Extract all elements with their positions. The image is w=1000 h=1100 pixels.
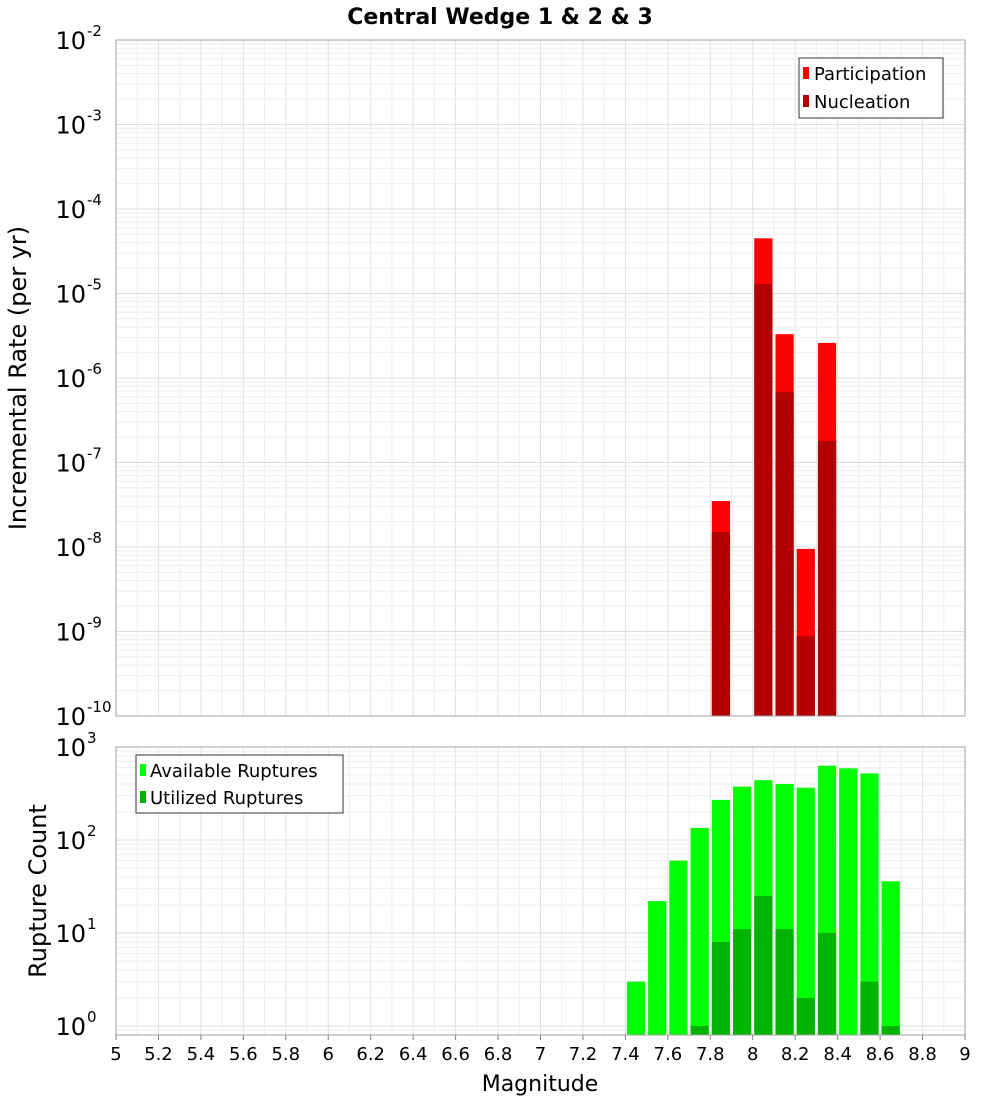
- x-tick-label: 8.8: [908, 1044, 937, 1065]
- top-y-tick-label: 10: [55, 27, 86, 55]
- top-y-tick-exponent: -9: [87, 614, 102, 632]
- bottom-bars: [626, 765, 900, 1035]
- x-tick-label: 5.8: [271, 1044, 300, 1065]
- top-legend: Participation Nucleation: [798, 57, 944, 119]
- top-y-tick-exponent: -3: [87, 107, 102, 125]
- top-legend-box: [798, 57, 944, 119]
- x-tick-label: 7.8: [696, 1044, 725, 1065]
- bottom-bar-utilized-ruptures: [860, 981, 879, 1035]
- x-tick-label: 6.6: [441, 1044, 470, 1065]
- x-tick-label: 7.4: [611, 1044, 640, 1065]
- bottom-y-tick-exponent: 0: [87, 1008, 97, 1026]
- top-y-tick-label: 10: [55, 365, 86, 393]
- top-gridlines: [115, 39, 966, 717]
- top-y-tick-label: 10: [55, 703, 86, 731]
- x-tick-label: 7.2: [569, 1044, 598, 1065]
- top-bars: [711, 238, 837, 717]
- bottom-y-tick-label: 10: [55, 827, 86, 855]
- legend-swatch-available: [140, 764, 146, 776]
- legend-label-participation: Participation: [814, 64, 926, 85]
- x-tick-label: 5.4: [187, 1044, 216, 1065]
- x-tick-label: 8.2: [781, 1044, 810, 1065]
- bottom-x-ticks: 5 5.2 5.4 5.6 5.8 6 6.2 6.4 6.6 6.8 7 7.2 7.4 7.6 7.8 8…: [110, 1035, 971, 1065]
- bottom-legend: Available Ruptures Utilized Ruptures: [135, 754, 344, 814]
- bottom-bar-utilized-ruptures: [796, 997, 815, 1035]
- bottom-y-tick-exponent: 3: [87, 729, 97, 747]
- top-y-tick-exponent: -7: [87, 445, 102, 463]
- bottom-bar-utilized-ruptures: [711, 942, 731, 1035]
- legend-label-available: Available Ruptures: [150, 761, 318, 782]
- bottom-bar-available-ruptures: [648, 901, 667, 1035]
- bottom-bar-available-ruptures: [860, 773, 879, 1035]
- legend-label-nucleation: Nucleation: [814, 92, 910, 113]
- top-bar-nucleation: [775, 392, 794, 716]
- top-y-tick-label: 10: [55, 534, 86, 562]
- top-y-tick-label: 10: [55, 196, 86, 224]
- bottom-bar-utilized-ruptures: [733, 929, 752, 1035]
- bottom-bar-available-ruptures: [839, 768, 858, 1035]
- bottom-bar-utilized-ruptures: [881, 1025, 900, 1035]
- x-tick-label: 7.6: [654, 1044, 683, 1065]
- x-tick-label: 9: [959, 1044, 970, 1065]
- bottom-y-tick-label: 10: [55, 920, 86, 948]
- top-y-tick-exponent: -10: [87, 698, 112, 716]
- legend-swatch-nucleation: [803, 95, 809, 107]
- x-tick-label: 6.2: [356, 1044, 385, 1065]
- x-tick-label: 8.6: [866, 1044, 895, 1065]
- top-y-tick-label: 10: [55, 450, 86, 478]
- bottom-y-tick-exponent: 2: [87, 822, 97, 840]
- bottom-bar-available-ruptures: [881, 881, 900, 1035]
- bottom-legend-box: [135, 754, 344, 814]
- x-tick-label: 7: [535, 1044, 546, 1065]
- legend-swatch-participation: [803, 67, 809, 79]
- top-y-tick-exponent: -6: [87, 360, 102, 378]
- x-tick-label: 6.8: [484, 1044, 513, 1065]
- legend-swatch-utilized: [140, 791, 146, 803]
- top-y-tick-exponent: -8: [87, 529, 102, 547]
- top-bar-nucleation: [796, 636, 815, 716]
- bottom-bar-utilized-ruptures: [817, 932, 837, 1035]
- bottom-y-tick-label: 10: [55, 734, 86, 762]
- chart-title: Central Wedge 1 & 2 & 3: [347, 5, 653, 30]
- top-y-tick-exponent: -5: [87, 276, 102, 294]
- top-y-axis-label: Incremental Rate (per yr): [4, 226, 32, 530]
- bottom-bar-available-ruptures: [626, 981, 646, 1035]
- bottom-y-tick-label: 10: [55, 1013, 86, 1041]
- x-tick-label: 8.4: [823, 1044, 852, 1065]
- x-axis-label: Magnitude: [482, 1072, 599, 1097]
- bottom-bar-available-ruptures: [796, 787, 815, 1035]
- top-bar-nucleation: [711, 532, 731, 716]
- top-y-tick-label: 10: [55, 619, 86, 647]
- top-y-tick-label: 10: [55, 112, 86, 140]
- bottom-bar-utilized-ruptures: [690, 1025, 709, 1035]
- bottom-y-tick-exponent: 1: [87, 915, 97, 933]
- legend-label-utilized: Utilized Ruptures: [150, 788, 303, 809]
- bottom-y-axis-label: Rupture Count: [24, 804, 52, 978]
- x-tick-label: 6.4: [399, 1044, 428, 1065]
- bottom-bar-available-ruptures: [669, 860, 688, 1035]
- bottom-bar-utilized-ruptures: [754, 895, 773, 1035]
- top-bar-nucleation: [817, 440, 837, 716]
- top-y-tick-label: 10: [55, 281, 86, 309]
- x-tick-label: 5.6: [229, 1044, 258, 1065]
- x-tick-label: 5: [110, 1044, 121, 1065]
- x-tick-label: 6: [323, 1044, 334, 1065]
- bottom-bar-utilized-ruptures: [775, 929, 794, 1035]
- bottom-bar-available-ruptures: [690, 827, 709, 1035]
- top-plot-border: [115, 39, 966, 717]
- top-y-tick-exponent: -2: [87, 22, 102, 40]
- top-y-tick-exponent: -4: [87, 191, 102, 209]
- top-bar-nucleation: [754, 283, 773, 716]
- x-tick-label: 8: [747, 1044, 758, 1065]
- x-tick-label: 5.2: [144, 1044, 173, 1065]
